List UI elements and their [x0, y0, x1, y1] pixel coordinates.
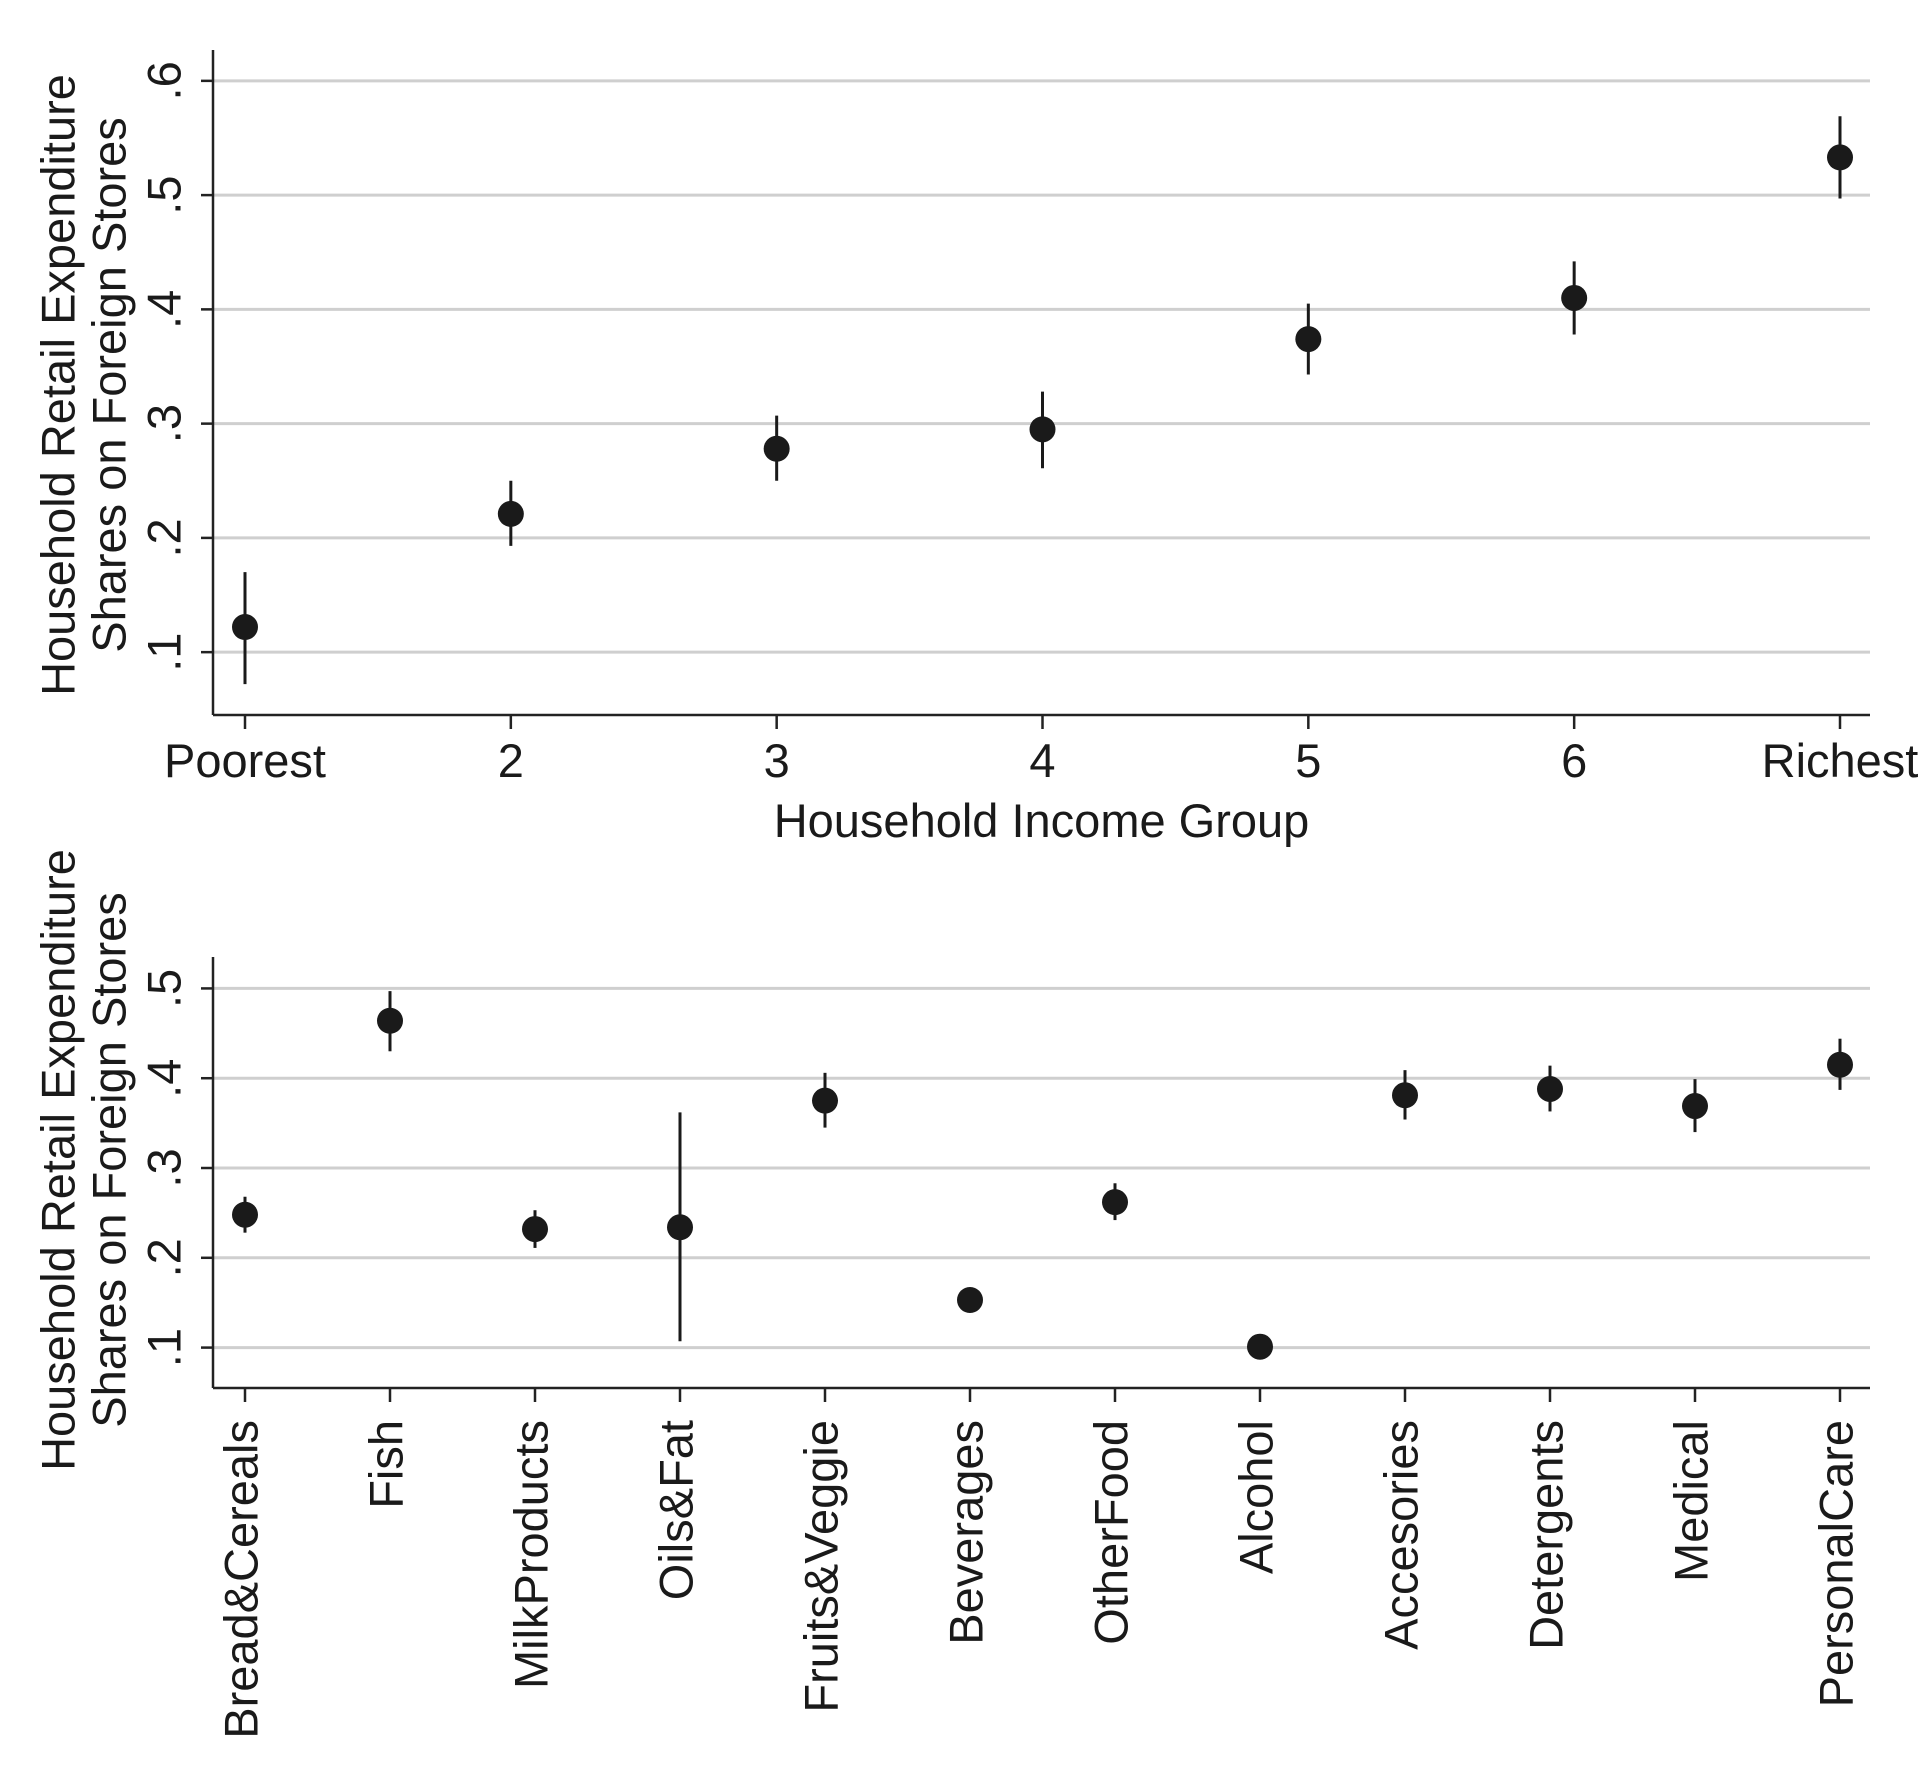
x-tick-label: PersonalCare: [1809, 1420, 1862, 1707]
y-tick-label: .2: [137, 1238, 190, 1277]
y-tick-label: .1: [137, 1328, 190, 1367]
data-point: [497, 500, 524, 527]
data-point: [377, 1007, 403, 1034]
data-point: [667, 1214, 693, 1241]
category-chart: .1 .2 .3 .4 .5 Bread&Cereals Fish MilkProducts O…: [31, 849, 1870, 1739]
data-point: [1247, 1333, 1273, 1360]
x-tick-label: Fruits&Veggie: [794, 1420, 847, 1713]
data-point: [1682, 1093, 1708, 1120]
y-tick-label: .5: [137, 969, 190, 1008]
x-tick-label: MilkProducts: [504, 1420, 557, 1689]
x-tick-label: Detergents: [1519, 1420, 1572, 1650]
data-point: [1029, 416, 1056, 443]
y-axis-title-line-1: Household Retail Expenditure: [31, 849, 84, 1471]
y-axis-title-line-2: Shares on Foreign Stores: [82, 117, 135, 653]
x-tick-label: Bread&Cereals: [214, 1420, 267, 1739]
data-point: [1102, 1189, 1128, 1216]
y-tick-label: .3: [137, 404, 190, 443]
x-axis-title: Household Income Group: [774, 794, 1310, 847]
x-tick-label: 3: [764, 734, 790, 787]
y-axis-title-line-1: Household Retail Expenditure: [31, 74, 84, 696]
data-point: [1827, 1051, 1853, 1078]
data-point: [232, 614, 258, 641]
data-point: [1392, 1082, 1418, 1109]
x-tick-label: 5: [1295, 734, 1321, 787]
x-tick-label: Alcohol: [1229, 1420, 1282, 1574]
data-point: [1295, 326, 1322, 353]
y-tick-label: .1: [137, 633, 190, 672]
x-tick-label: OtherFood: [1084, 1420, 1137, 1645]
data-point: [522, 1216, 548, 1243]
data-point: [1561, 284, 1588, 311]
y-tick-label: .3: [137, 1148, 190, 1187]
y-tick-label: .6: [137, 61, 190, 100]
data-point: [232, 1201, 258, 1228]
x-tick-label: Fish: [359, 1420, 412, 1509]
income-group-chart: .1 .2 .3 .4 .5 .6 Poorest 2 3 4 5 6 Richest Household…: [31, 50, 1918, 847]
x-tick-label: 4: [1029, 734, 1055, 787]
y-tick-label: .5: [137, 176, 190, 215]
x-tick-label: Oils&Fat: [649, 1420, 702, 1600]
y-tick-label: .4: [137, 290, 190, 329]
x-tick-label: Beverages: [939, 1420, 992, 1645]
x-tick-label: Poorest: [164, 734, 326, 787]
x-tick-label: 6: [1561, 734, 1587, 787]
x-tick-label: 2: [498, 734, 524, 787]
data-point: [1537, 1075, 1563, 1102]
y-tick-label: .4: [137, 1059, 190, 1098]
x-tick-label: Richest: [1762, 734, 1919, 787]
y-tick-label: .2: [137, 518, 190, 557]
y-axis-title-line-2: Shares on Foreign Stores: [82, 892, 135, 1428]
data-point: [957, 1287, 983, 1314]
data-point: [1827, 144, 1853, 171]
x-tick-label: Medical: [1664, 1420, 1717, 1582]
x-tick-label: Accesories: [1374, 1420, 1427, 1650]
data-point: [812, 1087, 838, 1114]
data-point: [763, 435, 790, 462]
